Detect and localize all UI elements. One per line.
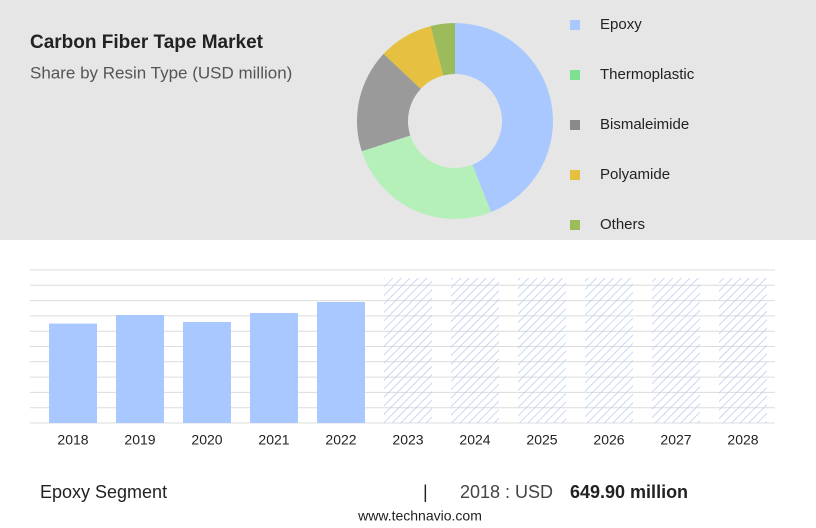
bar [250,312,298,423]
x-tick-label: 2018 [57,432,88,448]
legend-swatch [570,70,580,80]
legend-label: Polyamide [600,166,670,183]
forecast-placeholder [719,278,767,423]
forecast-placeholder [585,278,633,423]
donut-slice [383,26,444,89]
donut-slice [430,23,455,76]
legend-label: Others [600,216,645,233]
bar [183,322,231,423]
donut-slice [361,135,492,220]
x-tick-label: 2024 [459,432,490,448]
website: www.technavio.com [357,508,482,524]
x-tick-label: 2021 [258,432,289,448]
x-tick-label: 2023 [392,432,423,448]
bar [116,314,164,423]
x-tick-label: 2022 [325,432,356,448]
forecast-placeholder [518,278,566,423]
bar-chart: 2018 2019 2020 2021 2022 2023 2024 2025 2026 2027… [30,269,775,448]
legend-label: Epoxy [600,16,642,33]
bar [317,301,365,423]
legend: Epoxy Thermoplastic Bismaleimide Polyamide O… [570,16,695,233]
x-tick-label: 2027 [660,432,691,448]
donut-slice [455,23,554,213]
x-tick-label: 2026 [593,432,624,448]
donut-slice [357,53,421,152]
legend-label: Bismaleimide [600,116,689,133]
legend-swatch [570,170,580,180]
x-tick-label: 2028 [727,432,758,448]
footer-separator: | [423,482,428,502]
footer-value: 649.90 million [570,482,688,502]
forecast-placeholder [451,278,499,423]
chart-title: Carbon Fiber Tape Market [30,32,264,53]
legend-swatch [570,120,580,130]
bar [49,323,97,423]
forecast-placeholder [652,278,700,423]
donut [357,23,554,220]
legend-swatch [570,220,580,230]
x-tick-label: 2020 [191,432,222,448]
legend-swatch [570,20,580,30]
x-tick-label: 2019 [124,432,155,448]
x-tick-label: 2025 [526,432,557,448]
footer-segment: Epoxy Segment [40,482,167,502]
legend-label: Thermoplastic [600,66,695,83]
footer-label: 2018 : USD [460,482,553,502]
forecast-placeholder [384,278,432,423]
chart-subtitle: Share by Resin Type (USD million) [30,63,292,82]
